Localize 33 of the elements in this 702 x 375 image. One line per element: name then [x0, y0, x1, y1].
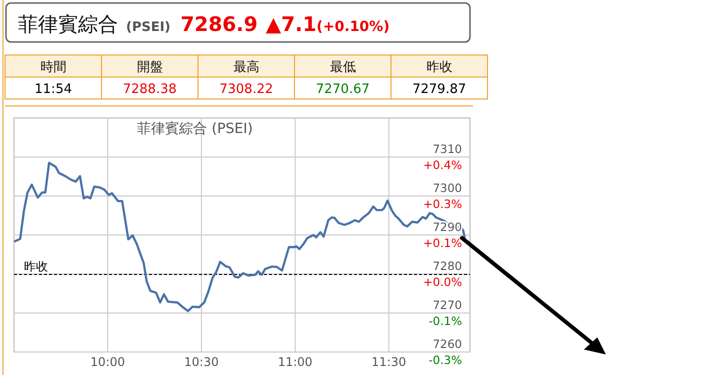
- text: ▲7.1: [266, 12, 316, 36]
- text: 7279.87: [412, 82, 466, 97]
- text: 昨收: [426, 60, 452, 75]
- text: (PSEI): [126, 20, 170, 35]
- y2-tick-label: +0.1%: [423, 236, 462, 250]
- text: (+0.10%): [316, 19, 390, 35]
- y2-tick-label: +0.3%: [423, 196, 462, 211]
- y-tick-label: 7300: [432, 181, 462, 195]
- text: 11:54: [34, 82, 72, 97]
- ref-line-label: 昨收: [24, 260, 48, 274]
- x-tick-label: 11:30: [372, 355, 406, 369]
- y2-tick-label: -0.1%: [428, 314, 462, 328]
- text: 最低: [330, 60, 356, 75]
- y-tick-label: 7260: [432, 337, 462, 351]
- x-tick-label: 10:30: [184, 355, 219, 369]
- text: 最高: [233, 59, 260, 75]
- y2-tick-label: +0.0%: [423, 274, 462, 289]
- text: 7308.22: [219, 82, 274, 97]
- y-tick-label: 7270: [432, 298, 462, 312]
- chart-title: 菲律賓綜合 (PSEI): [137, 121, 253, 137]
- text: 菲律賓綜合: [18, 12, 118, 36]
- text: 7286.9: [180, 12, 258, 36]
- text: 開盤: [136, 60, 163, 75]
- y-tick-label: 7280: [432, 259, 462, 273]
- y2-tick-label: +0.4%: [423, 158, 462, 172]
- y-tick-label: 7310: [432, 142, 462, 156]
- text: 時間: [40, 60, 66, 75]
- text: 7270.67: [316, 82, 370, 97]
- y2-tick-label: -0.3%: [428, 353, 462, 367]
- x-tick-label: 11:00: [278, 355, 312, 369]
- x-tick-label: 10:00: [90, 355, 126, 369]
- text: 7288.38: [122, 82, 177, 97]
- y-tick-label: 7290: [432, 220, 462, 234]
